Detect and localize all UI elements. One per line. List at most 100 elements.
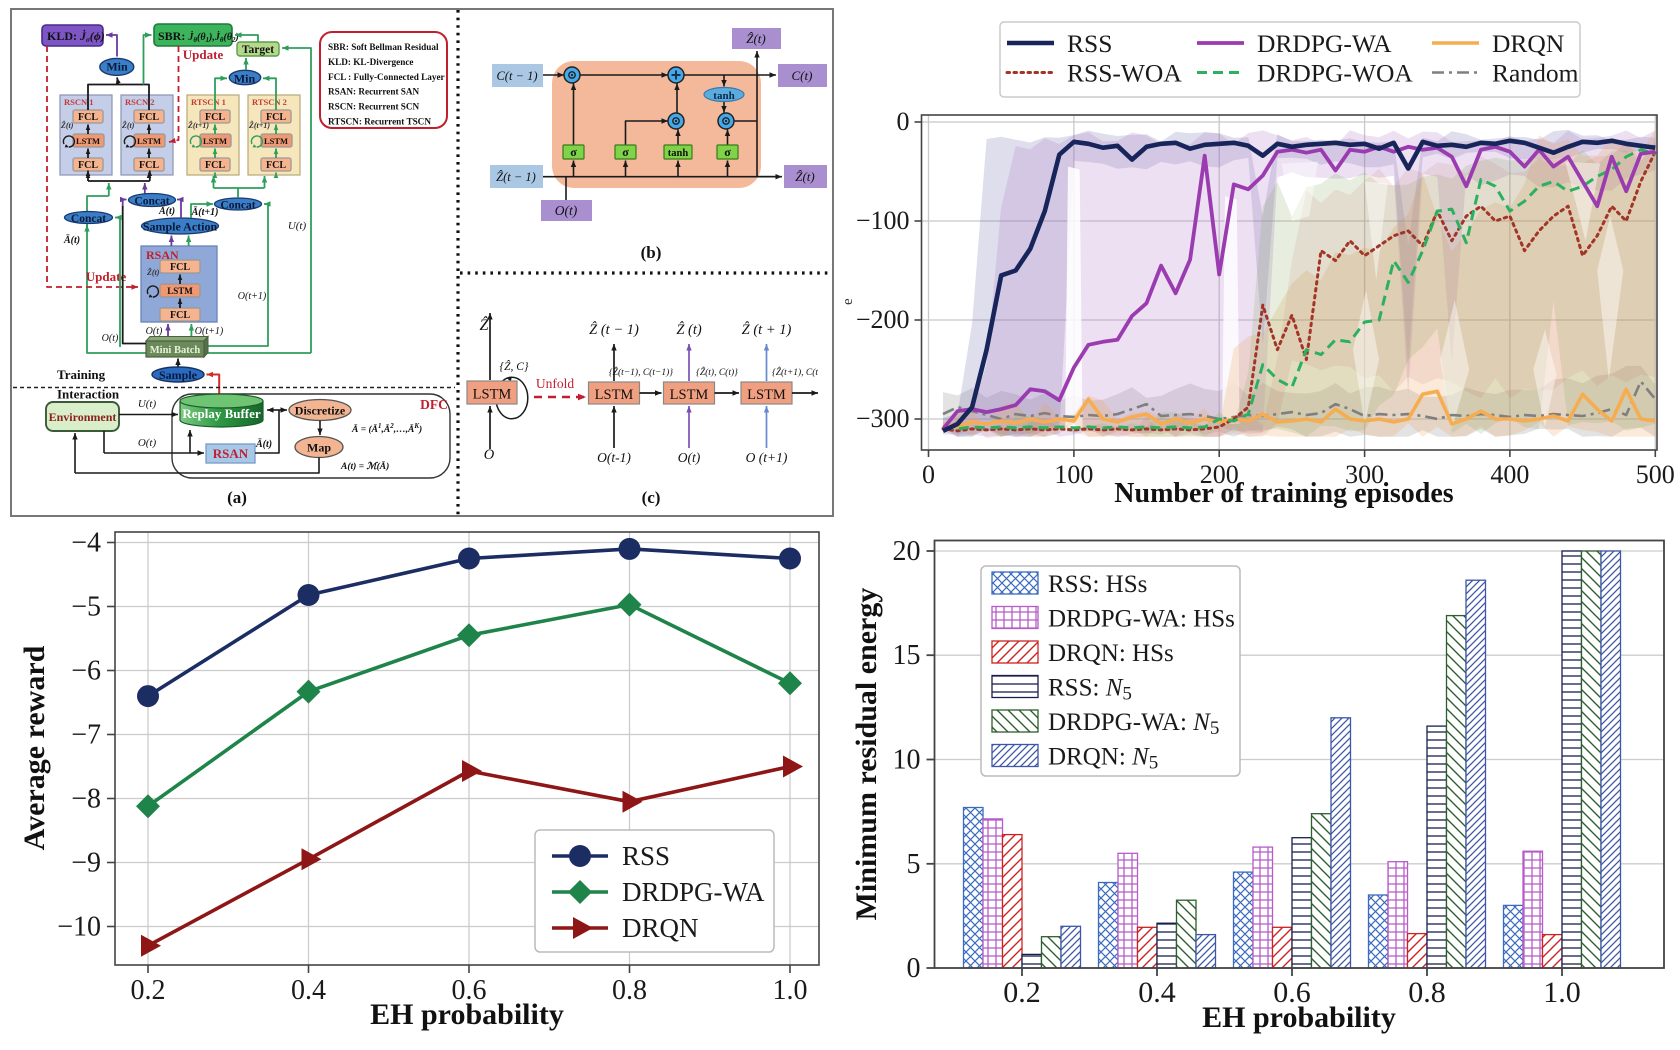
svg-text:1.0: 1.0: [1543, 976, 1581, 1009]
svg-text:Ā = (Ā1,Ā2,…,ĀK): Ā = (Ā1,Ā2,…,ĀK): [351, 422, 422, 435]
svg-text:σ: σ: [570, 145, 577, 159]
svg-text:RSS: RSS: [1067, 29, 1112, 58]
svg-text:LSTM: LSTM: [76, 136, 100, 146]
svg-text:Unfold: Unfold: [536, 376, 574, 391]
svg-text:tanh: tanh: [668, 148, 689, 159]
svg-text:(b): (b): [641, 243, 662, 262]
svg-text:Map: Map: [307, 441, 331, 455]
svg-text:RSS: N5: RSS: N5: [1048, 675, 1132, 705]
svg-text:LSTM: LSTM: [203, 136, 227, 146]
svg-text:200: 200: [1200, 460, 1239, 489]
svg-text:Ẑ (t + 1): Ẑ (t + 1): [742, 321, 792, 338]
svg-text:FCL: FCL: [139, 160, 159, 171]
svg-text:U(t): U(t): [138, 398, 157, 410]
svg-text:tanh: tanh: [713, 90, 734, 102]
svg-text:O(t-1): O(t-1): [597, 450, 631, 465]
svg-text:RSAN: RSAN: [146, 248, 179, 262]
svg-text:5: 5: [907, 849, 921, 880]
svg-text:Ẑ(t+1): Ẑ(t+1): [248, 120, 270, 130]
svg-text:FCL : Fully-Connected Layer: FCL : Fully-Connected Layer: [328, 72, 445, 82]
svg-text:C(t): C(t): [792, 68, 813, 83]
svg-text:−5: −5: [71, 592, 101, 623]
svg-text:0: 0: [907, 953, 921, 984]
svg-text:DFC: DFC: [420, 397, 448, 412]
svg-text:O(t): O(t): [146, 326, 163, 337]
svg-text:Update: Update: [86, 269, 127, 284]
svg-text:FCL: FCL: [78, 160, 98, 171]
svg-text:Environment: Environment: [49, 410, 117, 424]
svg-text:Ẑ(t − 1): Ẑ(t − 1): [496, 170, 536, 184]
svg-text:{Ẑ, C}: {Ẑ, C}: [499, 359, 528, 373]
svg-text:Ā(t+1): Ā(t+1): [191, 206, 219, 218]
svg-text:Minimum residual energy: Minimum residual energy: [850, 588, 883, 921]
svg-text:Ẑ (t): Ẑ (t): [676, 321, 702, 338]
svg-text:FCL: FCL: [266, 160, 286, 171]
svg-text:RSCN 1: RSCN 1: [64, 97, 94, 107]
svg-text:Ẑ(t): Ẑ(t): [146, 267, 160, 277]
svg-text:SBR: Soft Bellman Residual: SBR: Soft Bellman Residual: [328, 42, 439, 52]
svg-text:Concat: Concat: [220, 200, 255, 212]
svg-text:500: 500: [1636, 460, 1675, 489]
svg-text:−9: −9: [71, 848, 101, 879]
svg-text:DRQN: HSs: DRQN: HSs: [1048, 640, 1174, 667]
svg-text:300: 300: [1345, 460, 1384, 489]
svg-text:Mini Batch: Mini Batch: [150, 345, 201, 356]
svg-text:1.0: 1.0: [773, 975, 808, 1006]
svg-text:(a): (a): [227, 488, 247, 507]
svg-text:−100: −100: [856, 206, 910, 235]
svg-text:FCL: FCL: [266, 112, 286, 123]
svg-text:−300: −300: [856, 404, 910, 433]
svg-text:DRDPG-WA: DRDPG-WA: [622, 877, 765, 907]
svg-text:DRDPG-WA: DRDPG-WA: [1257, 29, 1392, 58]
svg-text:15: 15: [893, 640, 921, 671]
svg-text:RSAN: RSAN: [213, 446, 249, 461]
svg-text:RSCN: Recurrent SCN: RSCN: Recurrent SCN: [328, 102, 420, 112]
svg-text:C(t − 1): C(t − 1): [496, 69, 537, 83]
svg-text:O(t+1): O(t+1): [238, 291, 267, 302]
svg-text:KLD: J̇σ(ϕ): KLD: J̇σ(ϕ): [47, 29, 105, 44]
svg-text:DRDPG-WA: HSs: DRDPG-WA: HSs: [1048, 606, 1235, 633]
svg-text:Sample: Sample: [159, 368, 198, 382]
svg-text:{Ẑ(t), C(t)}: {Ẑ(t), C(t)}: [696, 366, 738, 378]
svg-text:Ẑ(t+1): Ẑ(t+1): [187, 120, 209, 130]
svg-text:Interaction: Interaction: [57, 387, 120, 402]
svg-text:400: 400: [1490, 460, 1529, 489]
svg-text:RTSCN: Recurrent TSCN: RTSCN: Recurrent TSCN: [328, 117, 431, 127]
svg-text:0.6: 0.6: [452, 975, 487, 1006]
svg-text:LSTM: LSTM: [595, 387, 634, 403]
svg-text:−10: −10: [57, 912, 101, 943]
svg-text:100: 100: [1054, 460, 1093, 489]
svg-text:0.6: 0.6: [1273, 976, 1311, 1009]
svg-text:RSS: RSS: [622, 841, 670, 871]
svg-text:RSAN: Recurrent SAN: RSAN: Recurrent SAN: [328, 87, 420, 97]
svg-text:Sample Action: Sample Action: [143, 220, 218, 234]
svg-text:−200: −200: [856, 305, 910, 334]
svg-text:0.8: 0.8: [612, 975, 647, 1006]
svg-text:Replay Buffer: Replay Buffer: [182, 406, 261, 421]
svg-text:−8: −8: [71, 784, 101, 815]
svg-text:LSTM: LSTM: [167, 286, 193, 296]
svg-text:Target: Target: [242, 44, 274, 56]
svg-text:−6: −6: [71, 656, 101, 687]
svg-text:FCL: FCL: [78, 112, 98, 123]
svg-text:LSTM: LSTM: [473, 387, 512, 403]
svg-text:DRDPG-WOA: DRDPG-WOA: [1257, 59, 1413, 88]
svg-text:O(t): O(t): [678, 450, 701, 465]
svg-text:0: 0: [922, 460, 935, 489]
svg-text:FCL: FCL: [139, 112, 159, 123]
svg-text:O(t): O(t): [102, 333, 119, 344]
svg-text:FCL: FCL: [205, 160, 225, 171]
svg-text:0.2: 0.2: [131, 975, 166, 1006]
svg-text:Concat: Concat: [71, 213, 106, 225]
svg-text:Ā(t): Ā(t): [158, 205, 175, 217]
svg-text:RSS: HSs: RSS: HSs: [1048, 571, 1147, 598]
svg-text:0.8: 0.8: [1408, 976, 1446, 1009]
svg-text:0.4: 0.4: [291, 975, 326, 1006]
svg-text:EH probability: EH probability: [370, 998, 564, 1031]
svg-text:O (t+1): O (t+1): [746, 450, 788, 465]
svg-text:DRQN: N5: DRQN: N5: [1048, 744, 1158, 774]
svg-text:O(t): O(t): [555, 203, 578, 218]
svg-text:RTSCN 1: RTSCN 1: [191, 97, 226, 107]
svg-text:Update: Update: [183, 47, 224, 62]
svg-text:LSTM: LSTM: [137, 136, 161, 146]
